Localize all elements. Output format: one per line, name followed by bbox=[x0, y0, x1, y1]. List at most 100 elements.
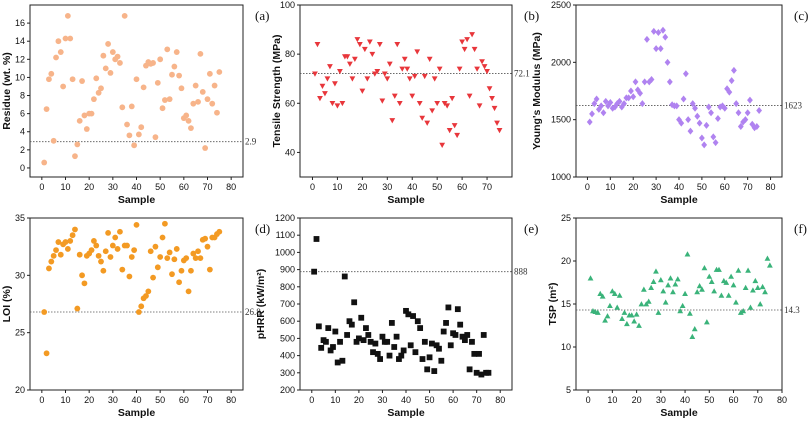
data-point bbox=[351, 56, 358, 62]
chart-panel-e: 0 10 20 30 40 50 60 70 80 200 300 400 500 600 700 800 90… bbox=[255, 213, 538, 419]
data-point bbox=[476, 103, 483, 109]
y-tick-label: 4 bbox=[20, 127, 25, 137]
data-point bbox=[150, 60, 156, 66]
y-tick-label: 1000 bbox=[551, 172, 571, 182]
data-point bbox=[742, 116, 749, 124]
data-point bbox=[674, 276, 681, 282]
data-point bbox=[655, 29, 662, 37]
data-point bbox=[360, 337, 367, 344]
x-tick-label: 70 bbox=[753, 395, 763, 405]
data-point bbox=[745, 267, 751, 273]
data-point bbox=[480, 332, 487, 338]
data-point bbox=[473, 369, 480, 376]
data-point bbox=[403, 307, 409, 314]
data-point bbox=[133, 76, 140, 83]
data-point bbox=[407, 342, 414, 349]
data-point bbox=[119, 266, 126, 273]
data-point bbox=[55, 38, 62, 45]
x-tick-label: 20 bbox=[354, 395, 364, 405]
data-point bbox=[363, 325, 369, 331]
data-point bbox=[600, 109, 607, 117]
data-point bbox=[662, 299, 669, 305]
x-tick-label: 10 bbox=[60, 182, 70, 192]
data-point bbox=[728, 273, 735, 279]
data-point bbox=[456, 66, 463, 72]
data-point bbox=[81, 280, 88, 287]
data-point bbox=[98, 258, 104, 265]
data-point bbox=[327, 64, 333, 70]
data-point bbox=[740, 307, 747, 314]
data-point bbox=[166, 96, 173, 103]
data-point bbox=[114, 53, 121, 60]
data-point bbox=[171, 256, 178, 263]
x-tick-label: 30 bbox=[377, 395, 387, 405]
data-point bbox=[72, 226, 78, 233]
data-point bbox=[41, 309, 48, 315]
data-point bbox=[445, 304, 452, 311]
data-point bbox=[747, 96, 753, 104]
data-point bbox=[411, 73, 418, 80]
x-tick-label: 20 bbox=[357, 182, 367, 192]
data-point bbox=[83, 126, 90, 132]
y-tick-label: 8 bbox=[20, 91, 25, 101]
x-tick-label: 40 bbox=[401, 395, 411, 405]
data-point bbox=[348, 321, 355, 328]
data-point bbox=[143, 293, 149, 299]
data-point bbox=[409, 93, 416, 99]
data-point bbox=[154, 264, 161, 271]
data-point bbox=[762, 289, 768, 295]
data-point bbox=[496, 127, 503, 134]
data-point bbox=[733, 299, 739, 305]
data-point bbox=[88, 110, 95, 117]
data-point bbox=[126, 273, 133, 280]
data-point bbox=[607, 302, 613, 309]
data-point bbox=[444, 103, 451, 109]
data-point bbox=[396, 100, 403, 107]
x-tick-label: 0 bbox=[586, 395, 591, 405]
data-point bbox=[452, 332, 459, 338]
data-point bbox=[706, 273, 713, 279]
data-point bbox=[619, 315, 625, 321]
data-point bbox=[159, 105, 166, 112]
data-point bbox=[404, 66, 411, 72]
data-point bbox=[701, 264, 708, 271]
x-tick-label: 10 bbox=[332, 182, 342, 192]
data-point bbox=[766, 262, 773, 268]
data-point bbox=[715, 115, 721, 123]
x-tick-label: 40 bbox=[131, 395, 141, 405]
data-point bbox=[332, 328, 339, 335]
data-point bbox=[93, 242, 100, 249]
data-point bbox=[43, 106, 50, 113]
data-point bbox=[176, 72, 183, 79]
x-tick-label: 20 bbox=[84, 395, 94, 405]
data-point bbox=[55, 239, 62, 245]
data-point bbox=[173, 49, 180, 55]
data-point bbox=[359, 88, 366, 94]
data-point bbox=[711, 288, 718, 294]
data-point bbox=[190, 250, 197, 257]
data-point bbox=[43, 350, 50, 357]
data-point bbox=[209, 100, 216, 107]
data-point bbox=[358, 314, 365, 321]
data-point bbox=[62, 239, 69, 245]
data-point bbox=[593, 95, 600, 103]
data-point bbox=[632, 78, 639, 86]
data-point bbox=[64, 12, 71, 19]
data-point bbox=[176, 279, 183, 286]
data-point bbox=[466, 93, 473, 99]
data-point bbox=[602, 317, 608, 323]
data-point bbox=[140, 84, 147, 91]
x-tick-label: 60 bbox=[179, 395, 189, 405]
y-tick-label: 1500 bbox=[551, 115, 571, 125]
y-tick-label: 2000 bbox=[551, 57, 571, 67]
y-tick-label: 14 bbox=[15, 36, 25, 46]
data-point bbox=[173, 246, 180, 252]
data-point bbox=[329, 100, 336, 107]
data-point bbox=[344, 332, 351, 338]
data-point bbox=[366, 39, 373, 45]
data-point bbox=[355, 335, 362, 342]
data-point bbox=[105, 41, 111, 47]
data-point bbox=[633, 311, 640, 317]
data-point bbox=[602, 97, 609, 105]
data-point bbox=[166, 249, 173, 256]
